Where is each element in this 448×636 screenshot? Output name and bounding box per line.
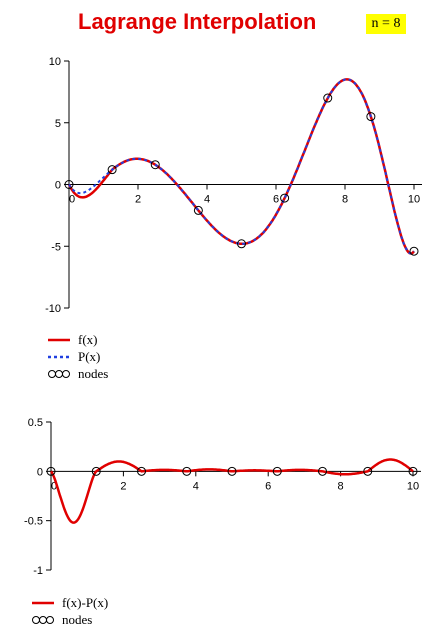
x-tick-label: 0 xyxy=(51,480,57,492)
x-tick-label: 8 xyxy=(338,480,344,492)
x-tick-label: 10 xyxy=(407,480,419,492)
n-badge: n = 8 xyxy=(366,14,406,34)
y-tick-label: 0 xyxy=(37,466,43,478)
x-tick-label: 0 xyxy=(69,194,75,206)
x-tick-label: 2 xyxy=(135,194,141,206)
node-point xyxy=(150,160,160,170)
x-tick-label: 2 xyxy=(120,480,126,492)
node-point xyxy=(64,180,74,189)
p-curve xyxy=(68,78,415,255)
y-tick-label: 10 xyxy=(49,56,61,68)
x-tick-label: 4 xyxy=(193,480,199,492)
legend-label: nodes xyxy=(78,366,108,381)
node-point xyxy=(182,466,192,476)
node-point xyxy=(409,246,419,256)
legend-node-symbol xyxy=(32,616,40,624)
node-point xyxy=(280,193,290,203)
node-point xyxy=(408,466,418,476)
y-tick-label: 0.5 xyxy=(28,417,43,429)
node-point xyxy=(323,93,333,103)
node-point xyxy=(137,466,146,476)
y-tick-label: -0.5 xyxy=(24,516,43,528)
legend-label: f(x)-P(x) xyxy=(62,595,108,610)
legend-node-symbol xyxy=(62,370,70,378)
node-point xyxy=(107,165,117,175)
node-point xyxy=(227,466,237,476)
node-point xyxy=(272,466,282,476)
y-tick-label: 0 xyxy=(55,180,61,192)
node-point xyxy=(318,466,327,476)
chart-title: Lagrange Interpolation xyxy=(78,9,317,34)
interpolation-chart: -10 -5 0 5 10 0 2 4 6 8 10 f(x) P(x) nodes xyxy=(45,56,422,381)
node-point xyxy=(193,205,203,215)
x-tick-label: 8 xyxy=(342,194,348,206)
legend-label: f(x) xyxy=(78,332,98,347)
x-tick-label: 4 xyxy=(204,194,210,206)
node-point xyxy=(366,112,376,122)
legend-label: nodes xyxy=(62,612,92,627)
node-point xyxy=(363,466,373,476)
node-point xyxy=(237,239,246,249)
node-point xyxy=(91,466,101,476)
y-tick-label: 5 xyxy=(55,118,61,130)
x-tick-label: 6 xyxy=(273,194,279,206)
legend-node-symbol xyxy=(39,616,47,624)
node-point xyxy=(46,466,56,476)
legend-node-symbol xyxy=(46,616,54,624)
y-tick-label: -1 xyxy=(33,565,43,577)
x-tick-label: 6 xyxy=(265,480,271,492)
legend-label: P(x) xyxy=(78,349,100,364)
y-tick-label: -5 xyxy=(51,241,61,253)
x-tick-label: 10 xyxy=(408,194,420,206)
error-curve xyxy=(50,458,414,524)
y-tick-label: -10 xyxy=(45,303,61,315)
